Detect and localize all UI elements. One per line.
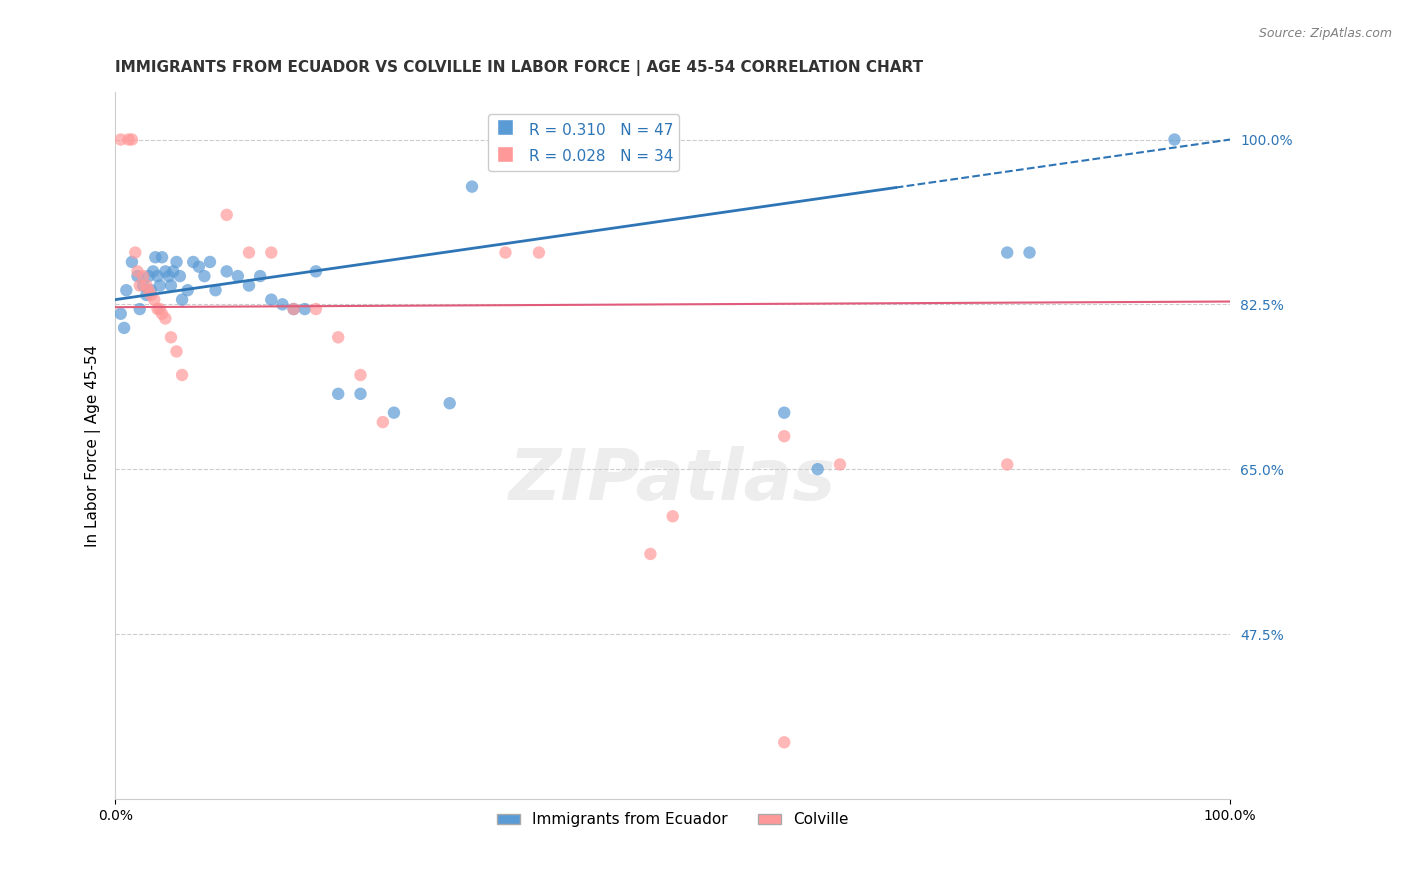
Point [132, 278, 155, 293]
Point [166, 344, 188, 359]
Point [461, 179, 484, 194]
Point [661, 509, 683, 524]
Point [349, 368, 371, 382]
Point [371, 415, 394, 429]
Point [166, 255, 188, 269]
Point [773, 429, 796, 443]
Point [181, 255, 204, 269]
Point [249, 269, 271, 284]
Point [142, 264, 165, 278]
Point [640, 547, 662, 561]
Point [146, 269, 169, 284]
Point [117, 132, 139, 146]
Point [143, 293, 166, 307]
Point [149, 278, 172, 293]
Point [215, 208, 238, 222]
Point [995, 458, 1018, 472]
Point [198, 255, 221, 269]
Point [382, 406, 405, 420]
Y-axis label: In Labor Force | Age 45-54: In Labor Force | Age 45-54 [86, 344, 101, 547]
Point [128, 278, 150, 293]
Point [349, 387, 371, 401]
Point [176, 283, 198, 297]
Point [115, 283, 138, 297]
Point [1018, 245, 1040, 260]
Point [238, 278, 260, 293]
Point [150, 250, 173, 264]
Point [328, 330, 350, 344]
Point [172, 293, 194, 307]
Point [155, 264, 177, 278]
Point [157, 269, 180, 284]
Point [328, 387, 350, 401]
Point [121, 132, 143, 146]
Point [204, 283, 226, 297]
Point [162, 264, 184, 278]
Point [135, 288, 157, 302]
Point [260, 293, 283, 307]
Point [439, 396, 461, 410]
Point [160, 330, 183, 344]
Legend: Immigrants from Ecuador, Colville: Immigrants from Ecuador, Colville [491, 806, 855, 833]
Point [995, 245, 1018, 260]
Point [139, 288, 162, 302]
Point [828, 458, 851, 472]
Point [127, 264, 149, 278]
Point [773, 735, 796, 749]
Point [1163, 132, 1185, 146]
Point [150, 307, 173, 321]
Point [773, 406, 796, 420]
Point [149, 301, 172, 316]
Point [110, 132, 132, 146]
Point [172, 368, 194, 382]
Point [305, 264, 328, 278]
Point [138, 283, 160, 297]
Point [112, 321, 135, 335]
Point [193, 269, 215, 284]
Point [138, 269, 160, 284]
Point [283, 301, 305, 316]
Point [132, 269, 155, 284]
Point [139, 283, 162, 297]
Point [283, 301, 305, 316]
Point [169, 269, 191, 284]
Point [807, 462, 830, 476]
Text: ZIPatlas: ZIPatlas [509, 447, 837, 516]
Point [305, 301, 328, 316]
Text: IMMIGRANTS FROM ECUADOR VS COLVILLE IN LABOR FORCE | AGE 45-54 CORRELATION CHART: IMMIGRANTS FROM ECUADOR VS COLVILLE IN L… [115, 60, 924, 76]
Point [127, 269, 149, 284]
Point [238, 245, 260, 260]
Point [155, 311, 177, 326]
Point [124, 245, 146, 260]
Point [260, 245, 283, 260]
Point [527, 245, 550, 260]
Point [215, 264, 238, 278]
Point [135, 278, 157, 293]
Point [128, 301, 150, 316]
Point [160, 278, 183, 293]
Point [146, 301, 169, 316]
Text: Source: ZipAtlas.com: Source: ZipAtlas.com [1258, 27, 1392, 40]
Point [187, 260, 209, 274]
Point [494, 245, 516, 260]
Point [143, 250, 166, 264]
Point [121, 255, 143, 269]
Point [226, 269, 249, 284]
Point [271, 297, 294, 311]
Point [294, 301, 316, 316]
Point [110, 307, 132, 321]
